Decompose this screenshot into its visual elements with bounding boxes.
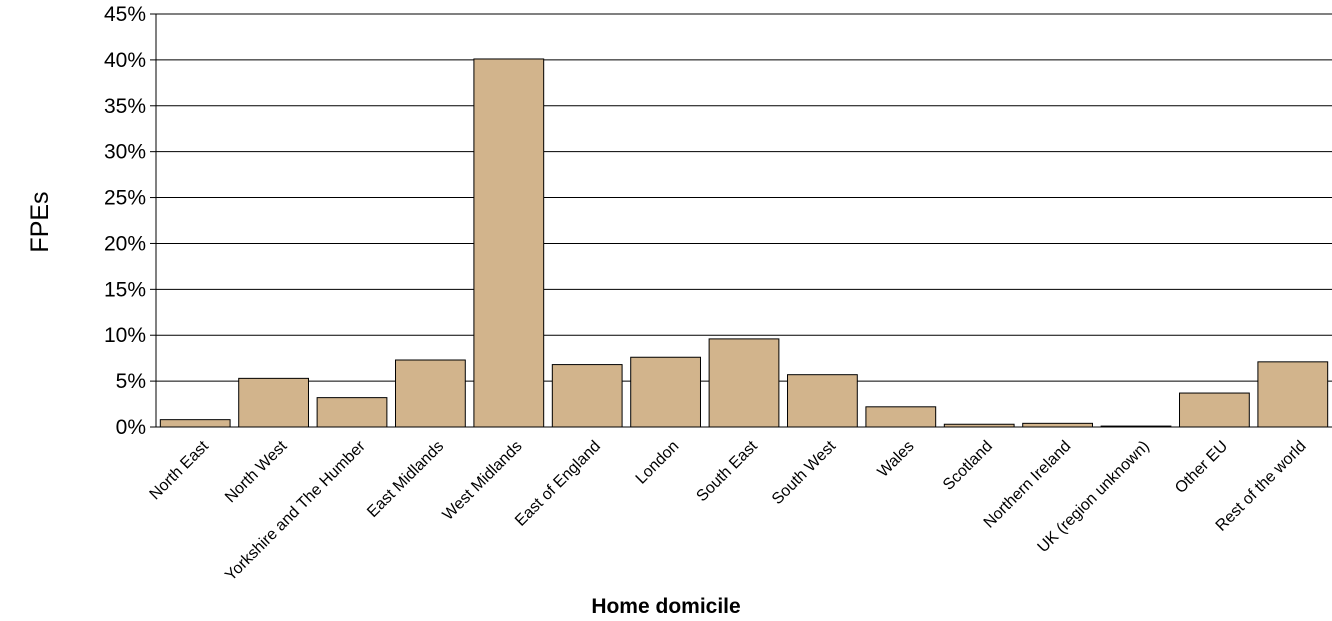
y-tick-label: 15% — [104, 278, 146, 301]
x-tick-label: North West — [222, 437, 291, 506]
x-tick-label: London — [633, 438, 683, 488]
bars — [159, 58, 1329, 428]
bar — [1257, 361, 1329, 428]
bar — [787, 374, 858, 428]
y-tick-label: 10% — [104, 324, 146, 347]
x-tick-label: South East — [693, 437, 761, 505]
y-tick-labels: 0% 5% 10% 15% 20% 25% 30% 35% 40% 45% — [104, 3, 146, 439]
y-tick-label: 5% — [116, 370, 146, 393]
axes — [150, 13, 1332, 428]
y-axis-title: FPEs — [26, 191, 54, 252]
bar — [865, 406, 937, 428]
bar — [316, 397, 388, 428]
x-tick-label: Wales — [875, 438, 918, 481]
x-tick-label: Other EU — [1172, 438, 1231, 497]
x-axis-title: Home domicile — [591, 595, 740, 618]
bar — [238, 377, 309, 428]
y-tick-label: 35% — [104, 95, 146, 118]
y-tick-label: 45% — [104, 3, 146, 26]
x-tick-label: North East — [147, 437, 213, 503]
x-tick-label: West Midlands — [440, 438, 526, 524]
x-tick-label: East Midlands — [364, 438, 447, 521]
y-tick-label: 25% — [104, 187, 146, 210]
bar — [1022, 422, 1093, 428]
gridlines — [156, 13, 1332, 428]
bar — [1179, 392, 1250, 428]
bar — [473, 58, 545, 428]
bar — [630, 356, 701, 428]
y-tick-label: 0% — [116, 416, 146, 439]
x-tick-label: South West — [769, 437, 840, 508]
y-tick-label: 40% — [104, 49, 146, 72]
x-tick-label: East of England — [512, 438, 604, 530]
bar — [159, 419, 231, 428]
bar — [395, 359, 466, 428]
bar — [708, 338, 780, 428]
x-tick-label: Yorkshire and The Humber — [222, 437, 369, 584]
y-tick-label: 30% — [104, 141, 146, 164]
y-tick-label: 20% — [104, 232, 146, 255]
bar — [551, 364, 623, 428]
x-tick-label: Scotland — [940, 438, 996, 494]
